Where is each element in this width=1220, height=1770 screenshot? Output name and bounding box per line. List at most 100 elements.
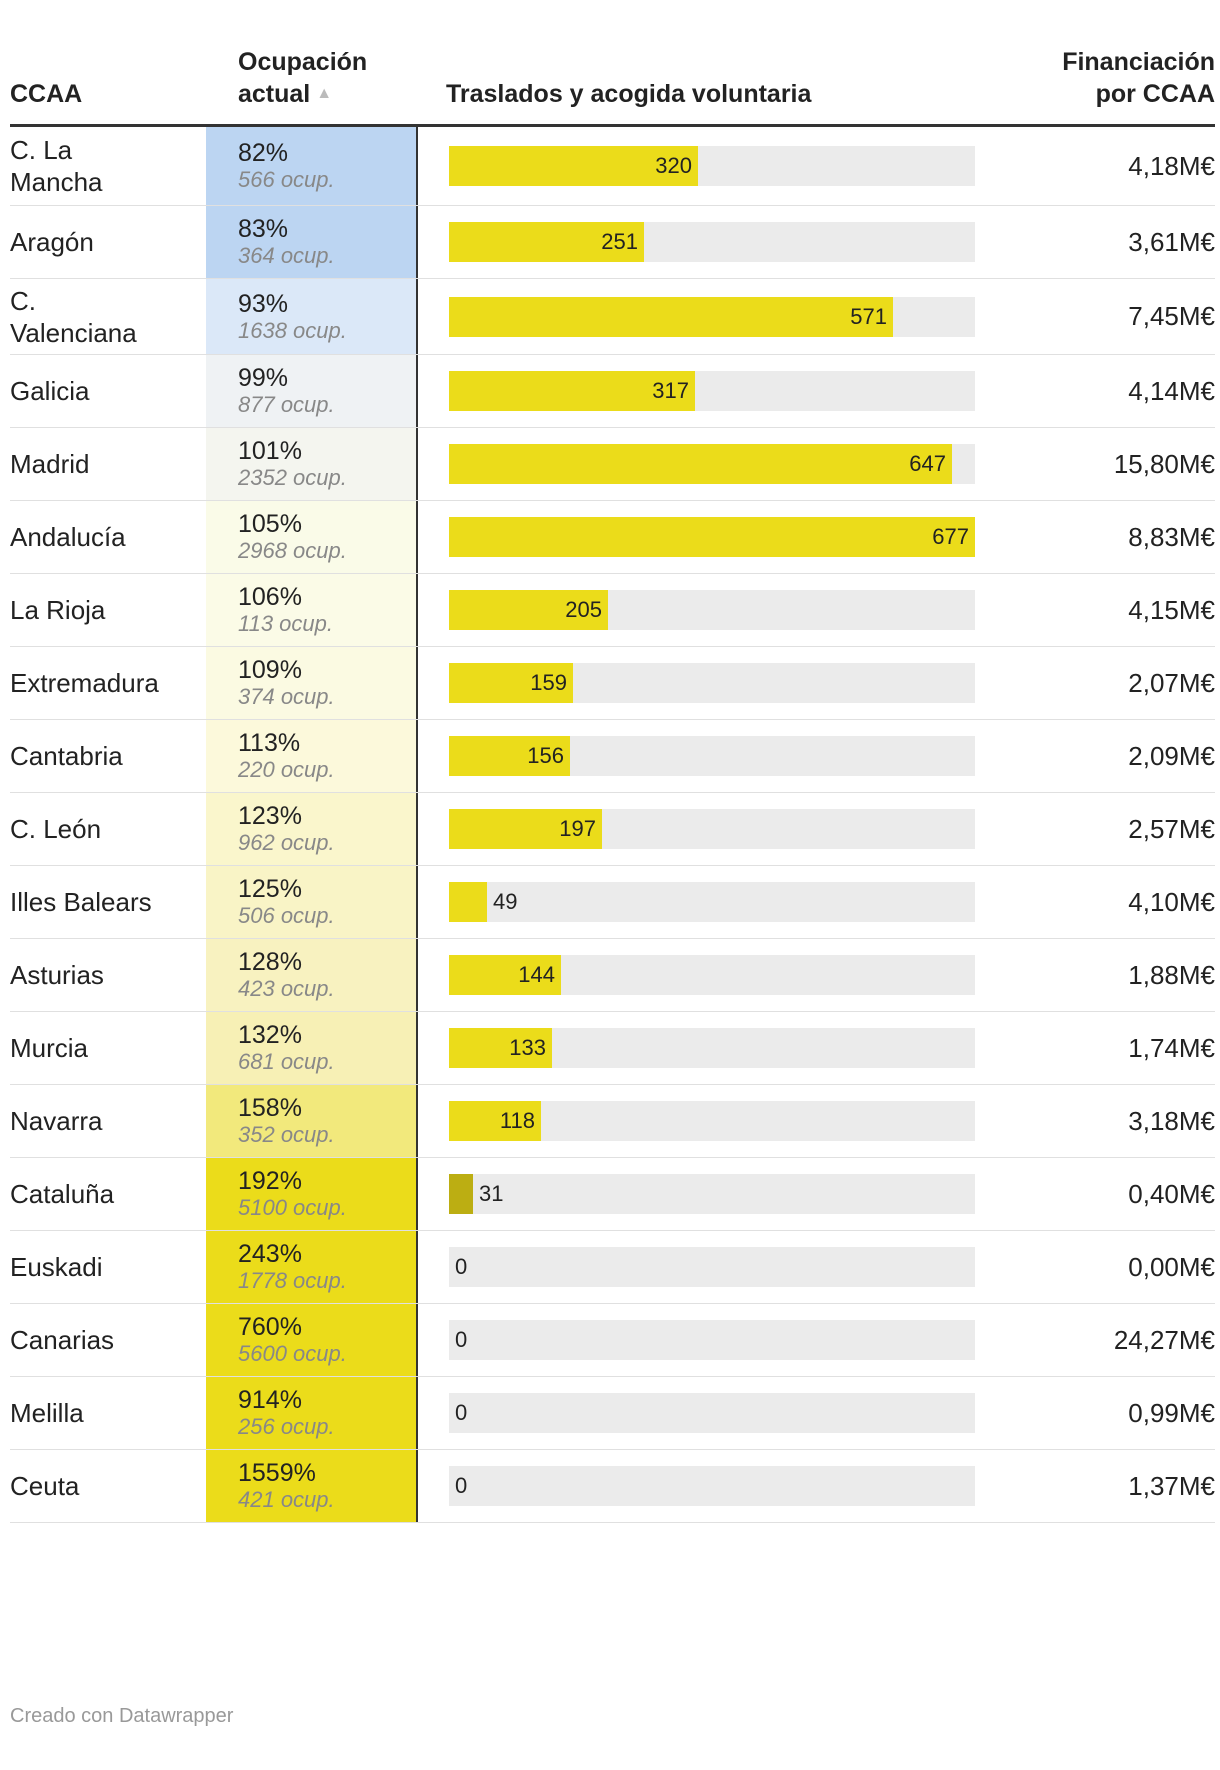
- transfers-value-label: 118: [499, 1108, 535, 1133]
- occupancy-cell: 123% 962 ocup.: [206, 793, 416, 865]
- column-divider: [416, 1304, 418, 1376]
- funding-value: 3,18M€: [1128, 1105, 1215, 1136]
- funding-value: 1,74M€: [1128, 1032, 1215, 1063]
- transfers-value-label: 49: [493, 889, 518, 914]
- occupancy-count: 352 ocup.: [238, 1122, 335, 1147]
- occupancy-count: 423 ocup.: [238, 976, 335, 1001]
- transfers-bar: [449, 955, 561, 995]
- transfers-bar-track: 0: [449, 1393, 975, 1433]
- occupancy-percent: 93%: [238, 289, 289, 318]
- column-divider: [416, 1377, 418, 1449]
- occupancy-count: 5100 ocup.: [238, 1195, 347, 1220]
- transfers-bar-track: 320: [449, 146, 975, 186]
- occupancy-count: 364 ocup.: [238, 243, 335, 268]
- column-divider: [416, 501, 418, 573]
- occupancy-percent: 760%: [238, 1313, 302, 1341]
- transfers-bar-track: 0: [449, 1247, 975, 1287]
- transfers-bar: [449, 371, 695, 411]
- sort-ascending-icon[interactable]: ▲: [316, 85, 333, 102]
- funding-value: 0,40M€: [1128, 1178, 1215, 1209]
- column-divider: [416, 127, 418, 205]
- table-row: Melilla 914% 256 ocup. 0 0,99M€: [10, 1377, 1215, 1450]
- transfers-bar-track: 317: [449, 371, 975, 411]
- column-divider: [416, 793, 418, 865]
- transfers-value-label: 571: [850, 303, 887, 329]
- occupancy-count: 220 ocup.: [238, 757, 335, 782]
- table-row: Asturias 128% 423 ocup. 144 1,88M€: [10, 939, 1215, 1012]
- transfers-value-label: 159: [530, 670, 567, 695]
- funding-value: 2,09M€: [1128, 740, 1215, 771]
- occupancy-count: 962 ocup.: [238, 830, 335, 855]
- column-header-ccaa[interactable]: CCAA: [10, 78, 82, 110]
- occupancy-percent: 109%: [238, 656, 302, 684]
- table-row: Andalucía 105% 2968 ocup. 677 8,83M€: [10, 501, 1215, 574]
- occupancy-count: 1638 ocup.: [238, 317, 347, 343]
- column-header-funding[interactable]: Financiación por CCAA: [1062, 46, 1215, 110]
- column-header-funding-line1: Financiación: [1062, 48, 1215, 76]
- column-divider: [416, 939, 418, 1011]
- funding-value: 8,83M€: [1128, 521, 1215, 552]
- occupancy-percent: 82%: [238, 139, 289, 167]
- funding-value: 0,00M€: [1128, 1251, 1215, 1282]
- table-row: Extremadura 109% 374 ocup. 159 2,07M€: [10, 647, 1215, 720]
- funding-value: 2,57M€: [1128, 813, 1215, 844]
- table-row: Murcia 132% 681 ocup. 133 1,74M€: [10, 1012, 1215, 1085]
- occupancy-percent: 105%: [238, 510, 302, 538]
- funding-value: 1,88M€: [1128, 959, 1215, 990]
- transfers-value-label: 251: [601, 229, 638, 254]
- table-row: Euskadi 243% 1778 ocup. 0 0,00M€: [10, 1231, 1215, 1304]
- occupancy-percent: 158%: [238, 1094, 302, 1122]
- column-header-transfers[interactable]: Traslados y acogida voluntaria: [446, 78, 811, 110]
- occupancy-percent: 101%: [238, 437, 302, 465]
- occupancy-percent: 99%: [238, 364, 289, 392]
- column-divider: [416, 1012, 418, 1084]
- funding-value: 4,18M€: [1128, 150, 1215, 181]
- table-row: Illes Balears 125% 506 ocup. 49 4,10M€: [10, 866, 1215, 939]
- ccaa-name: La Rioja: [10, 595, 106, 625]
- occupancy-cell: 125% 506 ocup.: [206, 866, 416, 938]
- transfers-value-label: 0: [455, 1400, 468, 1425]
- transfers-bar: [449, 222, 644, 262]
- occupancy-cell: 101% 2352 ocup.: [206, 428, 416, 500]
- transfers-bar: [449, 517, 975, 557]
- occupancy-cell: 99% 877 ocup.: [206, 355, 416, 427]
- transfers-bar-track: 159: [449, 663, 975, 703]
- funding-value: 1,37M€: [1128, 1470, 1215, 1501]
- column-header-occupancy[interactable]: Ocupación actual ▲: [238, 46, 367, 110]
- transfers-bar-track: 0: [449, 1320, 975, 1360]
- column-divider: [416, 1231, 418, 1303]
- occupancy-count: 256 ocup.: [238, 1414, 335, 1439]
- occupancy-percent: 125%: [238, 875, 302, 903]
- transfers-value-label: 677: [932, 524, 969, 549]
- occupancy-percent: 113%: [238, 729, 301, 757]
- transfers-value-label: 197: [559, 816, 596, 841]
- transfers-value-label: 647: [909, 451, 946, 476]
- occupancy-percent: 132%: [238, 1021, 302, 1049]
- transfers-value-label: 31: [479, 1181, 504, 1206]
- transfers-bar: [449, 736, 570, 776]
- transfers-bar-track: 118: [449, 1101, 975, 1141]
- ccaa-name: Cantabria: [10, 741, 123, 771]
- occupancy-count: 421 ocup.: [238, 1487, 335, 1512]
- transfers-bar-track: 647: [449, 444, 975, 484]
- transfers-bar-track: 571: [449, 296, 975, 337]
- occupancy-cell: 1559% 421 ocup.: [206, 1450, 416, 1522]
- table-row: Madrid 101% 2352 ocup. 647 15,80M€: [10, 428, 1215, 501]
- table-row: C. La Mancha 82% 566 ocup. 320 4,18M€: [10, 127, 1215, 206]
- transfers-bar-track: 197: [449, 809, 975, 849]
- occupancy-count: 2968 ocup.: [238, 538, 347, 563]
- transfers-bar-track: 0: [449, 1466, 975, 1506]
- occupancy-cell: 83% 364 ocup.: [206, 206, 416, 278]
- occupancy-cell: 106% 113 ocup.: [206, 574, 416, 646]
- ccaa-name: Madrid: [10, 449, 90, 479]
- occupancy-cell: 93% 1638 ocup.: [206, 279, 416, 354]
- column-divider: [416, 1450, 418, 1522]
- occupancy-count: 566 ocup.: [238, 167, 335, 192]
- ccaa-name: Melilla: [10, 1398, 84, 1428]
- transfers-value-label: 320: [655, 153, 692, 178]
- footer-credit[interactable]: Creado con Datawrapper: [10, 1705, 234, 1727]
- occupancy-percent: 1559%: [238, 1459, 316, 1487]
- transfers-bar-track: 677: [449, 517, 975, 557]
- transfers-bar-track: 156: [449, 736, 975, 776]
- ccaa-name: Cataluña: [10, 1179, 115, 1209]
